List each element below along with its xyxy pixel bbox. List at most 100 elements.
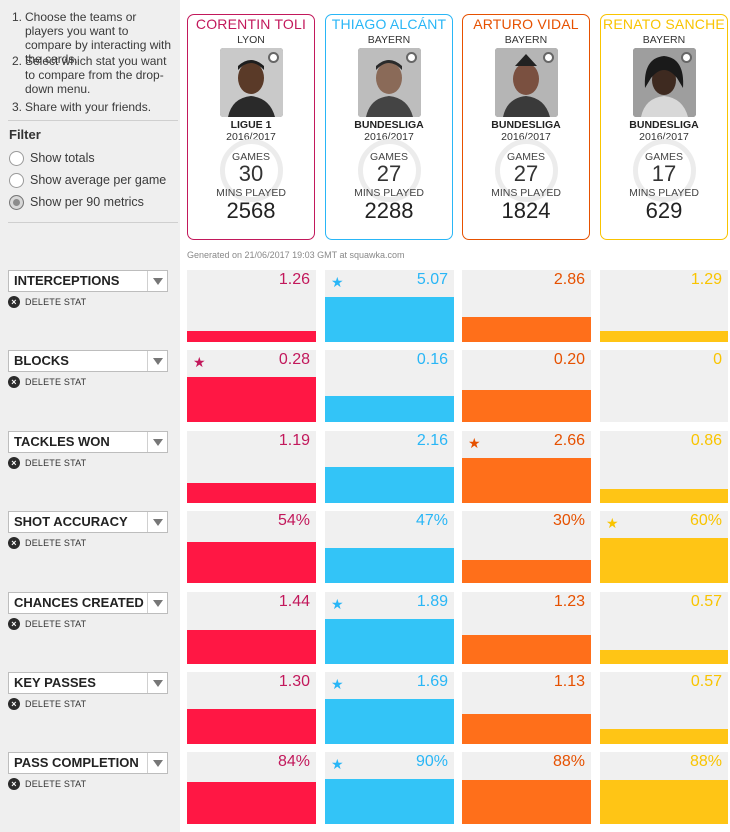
stat-value: 1.19 (278, 432, 310, 449)
stat-bar (325, 699, 454, 744)
stat-cell: 2.16 (325, 431, 454, 503)
stat-bar (600, 538, 728, 583)
stat-select[interactable]: BLOCKS (8, 350, 168, 372)
star-icon: ★ (331, 274, 344, 290)
stat-bar (600, 780, 728, 824)
mins-value: 2568 (226, 198, 276, 223)
stat-cell: 88% (600, 752, 728, 824)
stat-value: 84% (277, 753, 310, 770)
stat-bar (187, 377, 316, 422)
mins-label: MINS PLAYED (629, 187, 699, 199)
stat-cell: 0.28 ★ (187, 350, 316, 422)
instruction-text: Select which stat you want to compare fr… (25, 54, 167, 96)
chevron-down-icon[interactable] (147, 593, 167, 613)
delete-stat-button[interactable]: × DELETE STAT (8, 777, 178, 791)
club-name: LYON (237, 34, 265, 46)
stat-bar (325, 779, 454, 824)
radio-average-per-game[interactable]: Show average per game (9, 171, 166, 189)
games-label: GAMES (507, 151, 545, 163)
stat-control: SHOT ACCURACY × DELETE STAT (8, 511, 178, 550)
player-card-2[interactable]: THIAGO ALCÁNT BAYERN BUNDESLIGA 2016/201… (325, 14, 453, 240)
player-card-4[interactable]: RENATO SANCHE BAYERN BUNDESLIGA 2016/201… (600, 14, 728, 240)
stat-select[interactable]: TACKLES WON (8, 431, 168, 453)
delete-stat-button[interactable]: × DELETE STAT (8, 375, 178, 389)
mins-label: MINS PLAYED (491, 187, 561, 199)
stat-cell: 1.23 (462, 592, 591, 664)
games-value: 27 (376, 161, 402, 186)
stat-select[interactable]: SHOT ACCURACY (8, 511, 168, 533)
chevron-down-icon[interactable] (147, 432, 167, 452)
stat-bar (462, 714, 591, 744)
stat-cell: 47% (325, 511, 454, 583)
delete-stat-button[interactable]: × DELETE STAT (8, 295, 178, 309)
stat-value: 0.20 (553, 351, 585, 368)
delete-stat-label: DELETE STAT (25, 377, 87, 387)
stat-select[interactable]: INTERCEPTIONS (8, 270, 168, 292)
star-icon: ★ (331, 596, 344, 612)
stat-select[interactable]: KEY PASSES (8, 672, 168, 694)
stat-bar (462, 635, 591, 664)
stat-bar (187, 630, 316, 664)
stat-bar (187, 542, 316, 583)
stat-cell: 0.20 (462, 350, 591, 422)
stat-value: 1.69 (416, 673, 448, 690)
radio-button[interactable] (9, 172, 24, 188)
radio-per-90[interactable]: Show per 90 metrics (9, 193, 144, 211)
close-icon: × (8, 376, 20, 388)
filter-title: Filter (9, 127, 41, 142)
stat-value: 1.44 (278, 593, 310, 610)
stat-select-label: KEY PASSES (14, 675, 96, 690)
stat-cell: 84% (187, 752, 316, 824)
stat-select-label: CHANCES CREATED (14, 595, 144, 610)
radio-show-totals[interactable]: Show totals (9, 149, 95, 167)
radio-button-selected[interactable] (9, 194, 24, 210)
instruction-text: Share with your friends. (25, 100, 152, 114)
stat-bar (187, 483, 316, 503)
star-icon: ★ (193, 354, 206, 370)
league-name: BUNDESLIGA (629, 119, 699, 131)
player-card-3[interactable]: ARTURO VIDAL BAYERN BUNDESLIGA 2016/2017… (462, 14, 590, 240)
chevron-down-icon[interactable] (147, 512, 167, 532)
stat-select[interactable]: PASS COMPLETION (8, 752, 168, 774)
delete-stat-button[interactable]: × DELETE STAT (8, 536, 178, 550)
radio-label: Show average per game (30, 173, 167, 187)
chevron-down-icon[interactable] (147, 673, 167, 693)
instruction-text: Choose the teams or players you want to … (25, 10, 172, 66)
chevron-down-icon[interactable] (147, 351, 167, 371)
delete-stat-button[interactable]: × DELETE STAT (8, 456, 178, 470)
player-card-1[interactable]: CORENTIN TOLI LYON LIGUE 1 2016/2017 GAM… (187, 14, 315, 240)
season: 2016/2017 (639, 131, 689, 143)
stat-bar (462, 560, 591, 583)
player-name: ARTURO VIDAL (473, 16, 579, 32)
stat-cell: 0.86 (600, 431, 728, 503)
delete-stat-label: DELETE STAT (25, 538, 87, 548)
stat-cell: 0.57 (600, 592, 728, 664)
stat-cell: 0.57 (600, 672, 728, 744)
stat-value: 0.57 (690, 593, 722, 610)
stat-value: 0.57 (690, 673, 722, 690)
radio-label: Show per 90 metrics (30, 195, 144, 209)
delete-stat-label: DELETE STAT (25, 297, 87, 307)
stat-cell: 1.44 (187, 592, 316, 664)
chevron-down-icon[interactable] (147, 271, 167, 291)
stat-bar (462, 390, 591, 422)
stat-value: 30% (552, 512, 585, 529)
stat-cell: 1.29 (600, 270, 728, 342)
delete-stat-button[interactable]: × DELETE STAT (8, 697, 178, 711)
close-icon: × (8, 537, 20, 549)
close-icon: × (8, 618, 20, 630)
stat-select[interactable]: CHANCES CREATED (8, 592, 168, 614)
season: 2016/2017 (226, 131, 276, 143)
delete-stat-label: DELETE STAT (25, 699, 87, 709)
games-ring (220, 139, 283, 202)
delete-stat-button[interactable]: × DELETE STAT (8, 617, 178, 631)
stat-cell: 0 (600, 350, 728, 422)
club-badge-icon (681, 52, 692, 63)
radio-button[interactable] (9, 150, 24, 166)
season: 2016/2017 (501, 131, 551, 143)
chevron-down-icon[interactable] (147, 753, 167, 773)
stat-cell: 30% (462, 511, 591, 583)
stat-bar (462, 458, 591, 503)
league-name: BUNDESLIGA (354, 119, 424, 131)
instruction-number: 1. (12, 10, 23, 24)
